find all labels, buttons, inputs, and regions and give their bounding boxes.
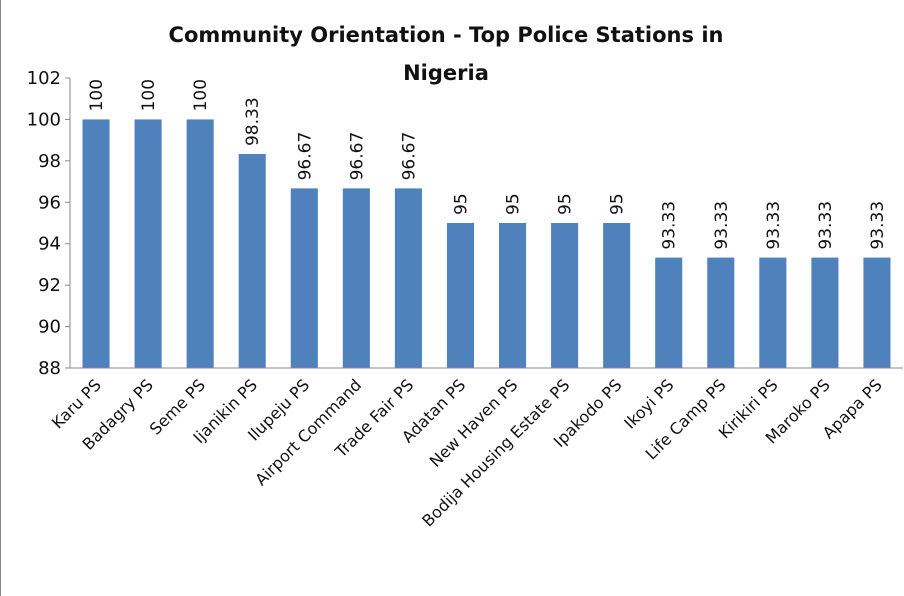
bar	[551, 223, 579, 368]
bar	[290, 188, 318, 368]
data-label: 100	[191, 79, 211, 111]
data-label: 95	[451, 193, 471, 215]
data-label: 95	[504, 193, 524, 215]
data-label: 93.33	[764, 201, 784, 250]
data-label: 93.33	[712, 201, 732, 250]
bar	[394, 188, 422, 368]
y-tick-label: 102	[27, 68, 61, 89]
chart-title-line-1: Community Orientation - Top Police Stati…	[169, 23, 724, 47]
bar	[82, 119, 110, 368]
y-tick-label: 94	[38, 234, 61, 255]
y-axis-ticks: 88 90 92 94 96 98 100 102	[27, 68, 70, 379]
bar	[498, 223, 527, 368]
data-label: 93.33	[868, 201, 888, 250]
data-label: 100	[139, 79, 159, 111]
bar	[759, 257, 787, 368]
bar-series	[82, 119, 891, 368]
x-tick-label: New Haven PS	[426, 375, 522, 471]
y-tick-label: 88	[38, 358, 61, 379]
y-tick-label: 92	[38, 275, 61, 296]
data-label: 95	[556, 193, 576, 215]
data-label: 96.67	[399, 132, 419, 181]
bar	[446, 223, 475, 368]
y-tick-label: 98	[38, 151, 61, 172]
data-label: 93.33	[816, 201, 836, 250]
y-tick-label: 100	[27, 109, 61, 130]
data-labels: 100 100 100 98.33 96.67 96.67 96.67 95 95 95 95 93.…	[87, 79, 888, 250]
chart-title-line-2: Nigeria	[403, 61, 489, 85]
data-label: 96.67	[347, 132, 367, 181]
data-label: 100	[87, 79, 107, 111]
data-label: 93.33	[660, 201, 680, 250]
data-label: 95	[608, 193, 628, 215]
bar	[811, 257, 839, 368]
data-label: 96.67	[295, 132, 315, 181]
bar	[863, 257, 891, 368]
y-tick-label: 90	[38, 317, 61, 338]
bar	[238, 154, 266, 368]
data-label: 98.33	[243, 97, 263, 146]
bar	[134, 119, 162, 368]
bar	[655, 257, 683, 368]
y-tick-label: 96	[38, 192, 61, 213]
bar	[186, 119, 214, 368]
bar	[707, 257, 735, 368]
bar	[603, 223, 631, 368]
bar	[342, 188, 370, 368]
